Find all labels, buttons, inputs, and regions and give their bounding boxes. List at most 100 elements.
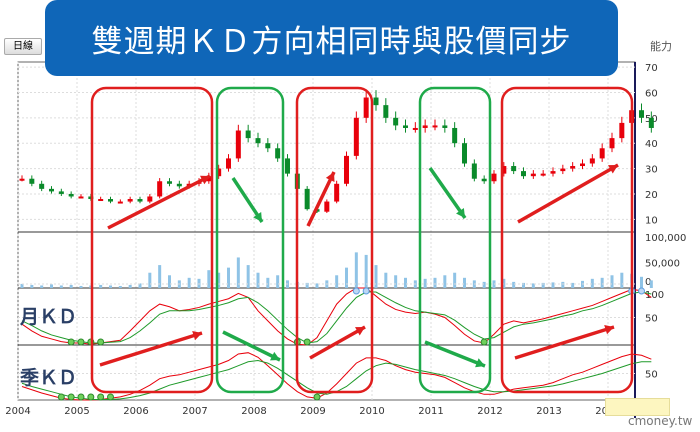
down-arrow-head bbox=[253, 212, 262, 222]
up-arrow-head bbox=[604, 325, 614, 335]
downtrend-box bbox=[215, 86, 285, 394]
down-arrow bbox=[424, 340, 486, 368]
volume-bar bbox=[20, 283, 24, 288]
volume-bar bbox=[453, 272, 457, 288]
candle bbox=[127, 199, 133, 202]
candle bbox=[216, 168, 222, 177]
candle bbox=[570, 166, 576, 169]
down-arrow-head bbox=[270, 351, 280, 361]
up-arrow-head bbox=[192, 331, 202, 341]
price-tick-label: 70 bbox=[645, 63, 658, 74]
price-tick-label: 10 bbox=[645, 215, 658, 226]
price-tick-label: 30 bbox=[645, 165, 658, 176]
volume-bar bbox=[620, 272, 624, 288]
tooltip-box bbox=[605, 398, 670, 416]
volume-bar bbox=[590, 278, 594, 288]
up-arrow bbox=[107, 174, 211, 230]
down-arrow bbox=[222, 330, 281, 362]
uptrend-box bbox=[500, 86, 634, 394]
quarterly-kd-signal-dot bbox=[313, 393, 321, 401]
quarterly-kd-signal-dot bbox=[57, 393, 65, 401]
up-arrow-head bbox=[355, 327, 365, 336]
candle bbox=[49, 188, 54, 192]
candle bbox=[432, 125, 438, 128]
candle bbox=[491, 173, 497, 182]
candle bbox=[442, 125, 448, 128]
volume-bar bbox=[148, 272, 152, 288]
volume-bar bbox=[433, 277, 437, 288]
volume-bar bbox=[335, 275, 339, 288]
candle bbox=[147, 196, 153, 202]
monthly-kd-tick-label: 100 bbox=[645, 290, 664, 301]
volume-bar bbox=[236, 257, 240, 288]
price-tick-label: 40 bbox=[645, 139, 658, 150]
volume-bar bbox=[246, 265, 250, 288]
candle bbox=[501, 166, 507, 174]
candle bbox=[353, 117, 359, 156]
volume-bar bbox=[40, 285, 44, 288]
candle bbox=[108, 199, 113, 202]
candle bbox=[275, 148, 281, 159]
up-arrow-head bbox=[325, 172, 335, 182]
candle bbox=[98, 199, 104, 202]
candle bbox=[344, 155, 349, 184]
down-arrow bbox=[428, 166, 467, 220]
monthly-kd-d-line bbox=[21, 291, 652, 344]
candle bbox=[324, 201, 330, 212]
volume-bar bbox=[109, 285, 112, 288]
volume-bar bbox=[256, 272, 260, 288]
candle bbox=[363, 97, 369, 118]
candle bbox=[304, 188, 310, 210]
candle bbox=[29, 178, 35, 184]
volume-bar bbox=[384, 272, 388, 288]
candle bbox=[521, 171, 526, 177]
monthly-kd-signal-dot bbox=[97, 338, 105, 346]
candle bbox=[226, 158, 231, 169]
volume-bar bbox=[610, 275, 614, 288]
volume-bar bbox=[50, 284, 53, 288]
monthly-kd-signal-dot bbox=[362, 287, 370, 295]
volume-bar bbox=[99, 284, 103, 288]
volume-bar bbox=[394, 275, 398, 288]
quarterly-kd-signal-dot bbox=[77, 393, 85, 401]
volume-bar bbox=[118, 285, 122, 288]
volume-bar bbox=[276, 275, 280, 288]
candle bbox=[481, 178, 487, 182]
monthly-kd-signal-dot bbox=[303, 338, 311, 346]
candle bbox=[206, 176, 212, 182]
down-arrow-head bbox=[475, 358, 485, 368]
volume-bar bbox=[522, 282, 525, 288]
x-tick-label: 2005 bbox=[64, 406, 89, 417]
candle bbox=[619, 122, 625, 139]
candle bbox=[471, 163, 477, 179]
candle bbox=[137, 199, 143, 202]
volume-bar bbox=[541, 282, 545, 288]
down-arrow-head bbox=[456, 208, 465, 218]
candle bbox=[39, 183, 45, 189]
volume-bar bbox=[600, 277, 604, 288]
toolbar-right-label[interactable]: 能力 bbox=[650, 40, 672, 53]
candle bbox=[648, 117, 654, 128]
candle bbox=[580, 163, 585, 167]
candle bbox=[245, 130, 251, 139]
price-tick-label: 60 bbox=[645, 88, 658, 99]
volume-bar bbox=[197, 278, 201, 288]
volume-tick-label: 50,000 bbox=[645, 259, 680, 270]
candle bbox=[550, 171, 556, 174]
candle bbox=[68, 193, 74, 197]
volume-bar bbox=[69, 284, 73, 288]
volume-bar bbox=[463, 277, 466, 288]
candle bbox=[452, 127, 458, 144]
monthly-kd-signal-dot bbox=[480, 338, 488, 346]
candle bbox=[462, 143, 467, 164]
candle bbox=[167, 181, 172, 184]
volume-bar bbox=[502, 278, 506, 288]
volume-bar bbox=[138, 283, 142, 288]
x-tick-label: 2006 bbox=[123, 406, 148, 417]
downtrend-box bbox=[418, 86, 492, 394]
candle bbox=[589, 158, 595, 164]
volume-bar bbox=[404, 277, 407, 288]
daily-button[interactable]: 日線 bbox=[4, 38, 42, 55]
x-tick-label: 2010 bbox=[359, 406, 384, 417]
